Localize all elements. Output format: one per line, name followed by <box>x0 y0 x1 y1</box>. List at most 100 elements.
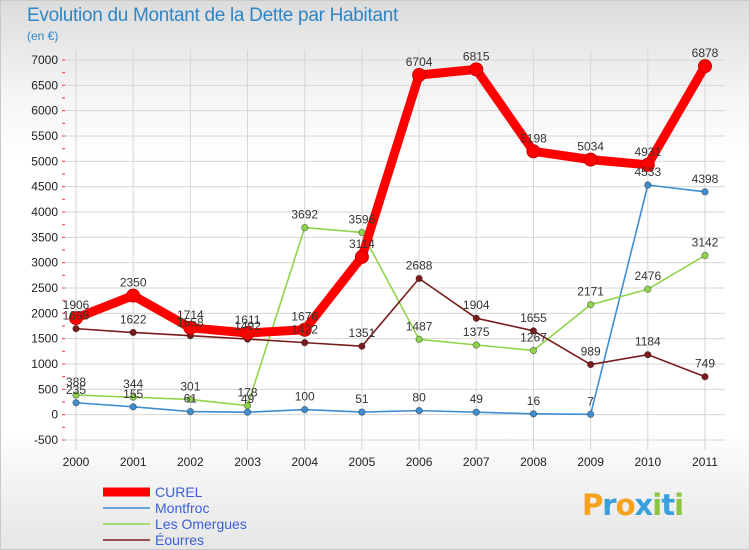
data-label: 1655 <box>520 311 547 325</box>
data-label: 1611 <box>235 313 261 327</box>
data-point <box>72 399 80 407</box>
data-point <box>529 327 538 335</box>
y-tick-label: 3000 <box>31 256 58 270</box>
data-label: 1422 <box>291 323 318 337</box>
data-point <box>297 322 312 337</box>
data-point <box>354 249 369 264</box>
data-label: 1676 <box>291 310 318 324</box>
data-point <box>412 67 427 82</box>
y-tick-label: 4500 <box>31 180 58 194</box>
data-label: 155 <box>123 387 143 401</box>
series-line-2 <box>75 184 706 416</box>
data-label: 1184 <box>635 335 661 349</box>
y-tick-label: 5000 <box>31 154 58 168</box>
data-point <box>358 408 366 416</box>
logo-letter: i <box>674 488 684 522</box>
data-point <box>526 144 541 159</box>
x-tick-label: 2005 <box>349 455 376 469</box>
x-tick-label: 2002 <box>177 455 204 469</box>
logo-letter: t <box>661 488 675 522</box>
data-label: 2688 <box>406 258 433 272</box>
data-point <box>644 350 652 359</box>
data-point <box>644 181 652 189</box>
data-label: 16 <box>527 394 541 408</box>
y-tick-label: 6000 <box>31 104 58 118</box>
x-tick-label: 2004 <box>291 455 318 469</box>
data-point <box>472 341 480 349</box>
data-point <box>698 59 712 74</box>
data-label: 989 <box>581 345 601 359</box>
data-point <box>72 324 80 333</box>
y-tick-label: 2500 <box>31 281 58 295</box>
data-point <box>529 410 538 418</box>
data-label: 5198 <box>520 131 547 145</box>
data-label: 344 <box>123 377 143 391</box>
data-point <box>243 408 252 416</box>
data-point <box>701 188 709 196</box>
data-label: 2476 <box>634 269 661 283</box>
grid <box>64 50 725 450</box>
data-point <box>186 407 195 416</box>
legend-label: CUREL <box>155 484 203 500</box>
data-point <box>358 228 366 237</box>
data-label: 1714 <box>177 308 204 322</box>
data-label: 749 <box>695 357 715 371</box>
y-tick-label: 2000 <box>31 306 58 320</box>
data-label: 49 <box>470 392 484 406</box>
data-label: 49 <box>241 392 255 406</box>
data-point <box>358 342 366 350</box>
data-point <box>301 223 309 232</box>
logo-letter: r <box>602 488 616 522</box>
x-tick-label: 2003 <box>234 455 261 469</box>
data-label: 100 <box>295 390 315 404</box>
data-label: 61 <box>184 392 198 406</box>
data-label: 1492 <box>234 319 261 333</box>
x-tick-label: 2008 <box>520 455 547 469</box>
x-tick-label: 2006 <box>406 455 433 469</box>
data-point <box>469 62 484 77</box>
data-point <box>586 360 595 369</box>
series-line-1 <box>71 61 710 338</box>
y-tick-label: 7000 <box>31 53 58 67</box>
data-labels: 1906 2350 1714 1611 1676 3114 6704 6815 5198 5034… <box>63 46 719 408</box>
axes: -500 0 500 1000 1500 2000 2500 3000 3500 4000 4500… <box>31 53 718 469</box>
data-label: 1698 <box>63 309 90 323</box>
data-point <box>472 314 480 322</box>
series-group <box>69 59 712 419</box>
chart-title: Evolution du Montant de la Dette par Hab… <box>27 5 398 26</box>
data-label: 5034 <box>577 140 604 154</box>
logo-letter: i <box>652 488 662 522</box>
proxiti-logo: Proxiti <box>582 488 684 522</box>
logo-letter: x <box>634 488 654 522</box>
data-label: 1558 <box>177 316 204 330</box>
y-tick-label: 1000 <box>31 357 58 371</box>
data-label: 1267 <box>520 330 547 344</box>
data-label: 51 <box>355 392 369 406</box>
data-label: 3692 <box>291 208 318 222</box>
y-tick-label: 6500 <box>31 78 58 92</box>
data-point <box>129 393 137 401</box>
x-tick-label: 2007 <box>463 455 490 469</box>
data-label: 1351 <box>349 326 376 340</box>
logo-letter: P <box>582 488 603 522</box>
data-label: 6815 <box>463 49 490 63</box>
data-label: 3142 <box>692 235 719 249</box>
data-point <box>415 335 423 344</box>
data-label: 6704 <box>406 55 433 69</box>
data-point <box>126 288 141 303</box>
data-label: 3596 <box>349 212 376 226</box>
data-label: 1904 <box>463 298 490 312</box>
data-point <box>129 328 137 337</box>
data-point <box>301 338 309 347</box>
y-tick-label: 4000 <box>31 205 58 219</box>
data-label: 1906 <box>63 298 90 312</box>
data-point <box>701 251 709 260</box>
data-point <box>586 300 595 309</box>
data-label: 4398 <box>692 172 719 186</box>
data-point <box>129 403 137 411</box>
data-point <box>69 311 83 326</box>
data-label: 1375 <box>463 325 490 339</box>
x-tick-label: 2010 <box>634 455 661 469</box>
data-point <box>415 274 423 283</box>
